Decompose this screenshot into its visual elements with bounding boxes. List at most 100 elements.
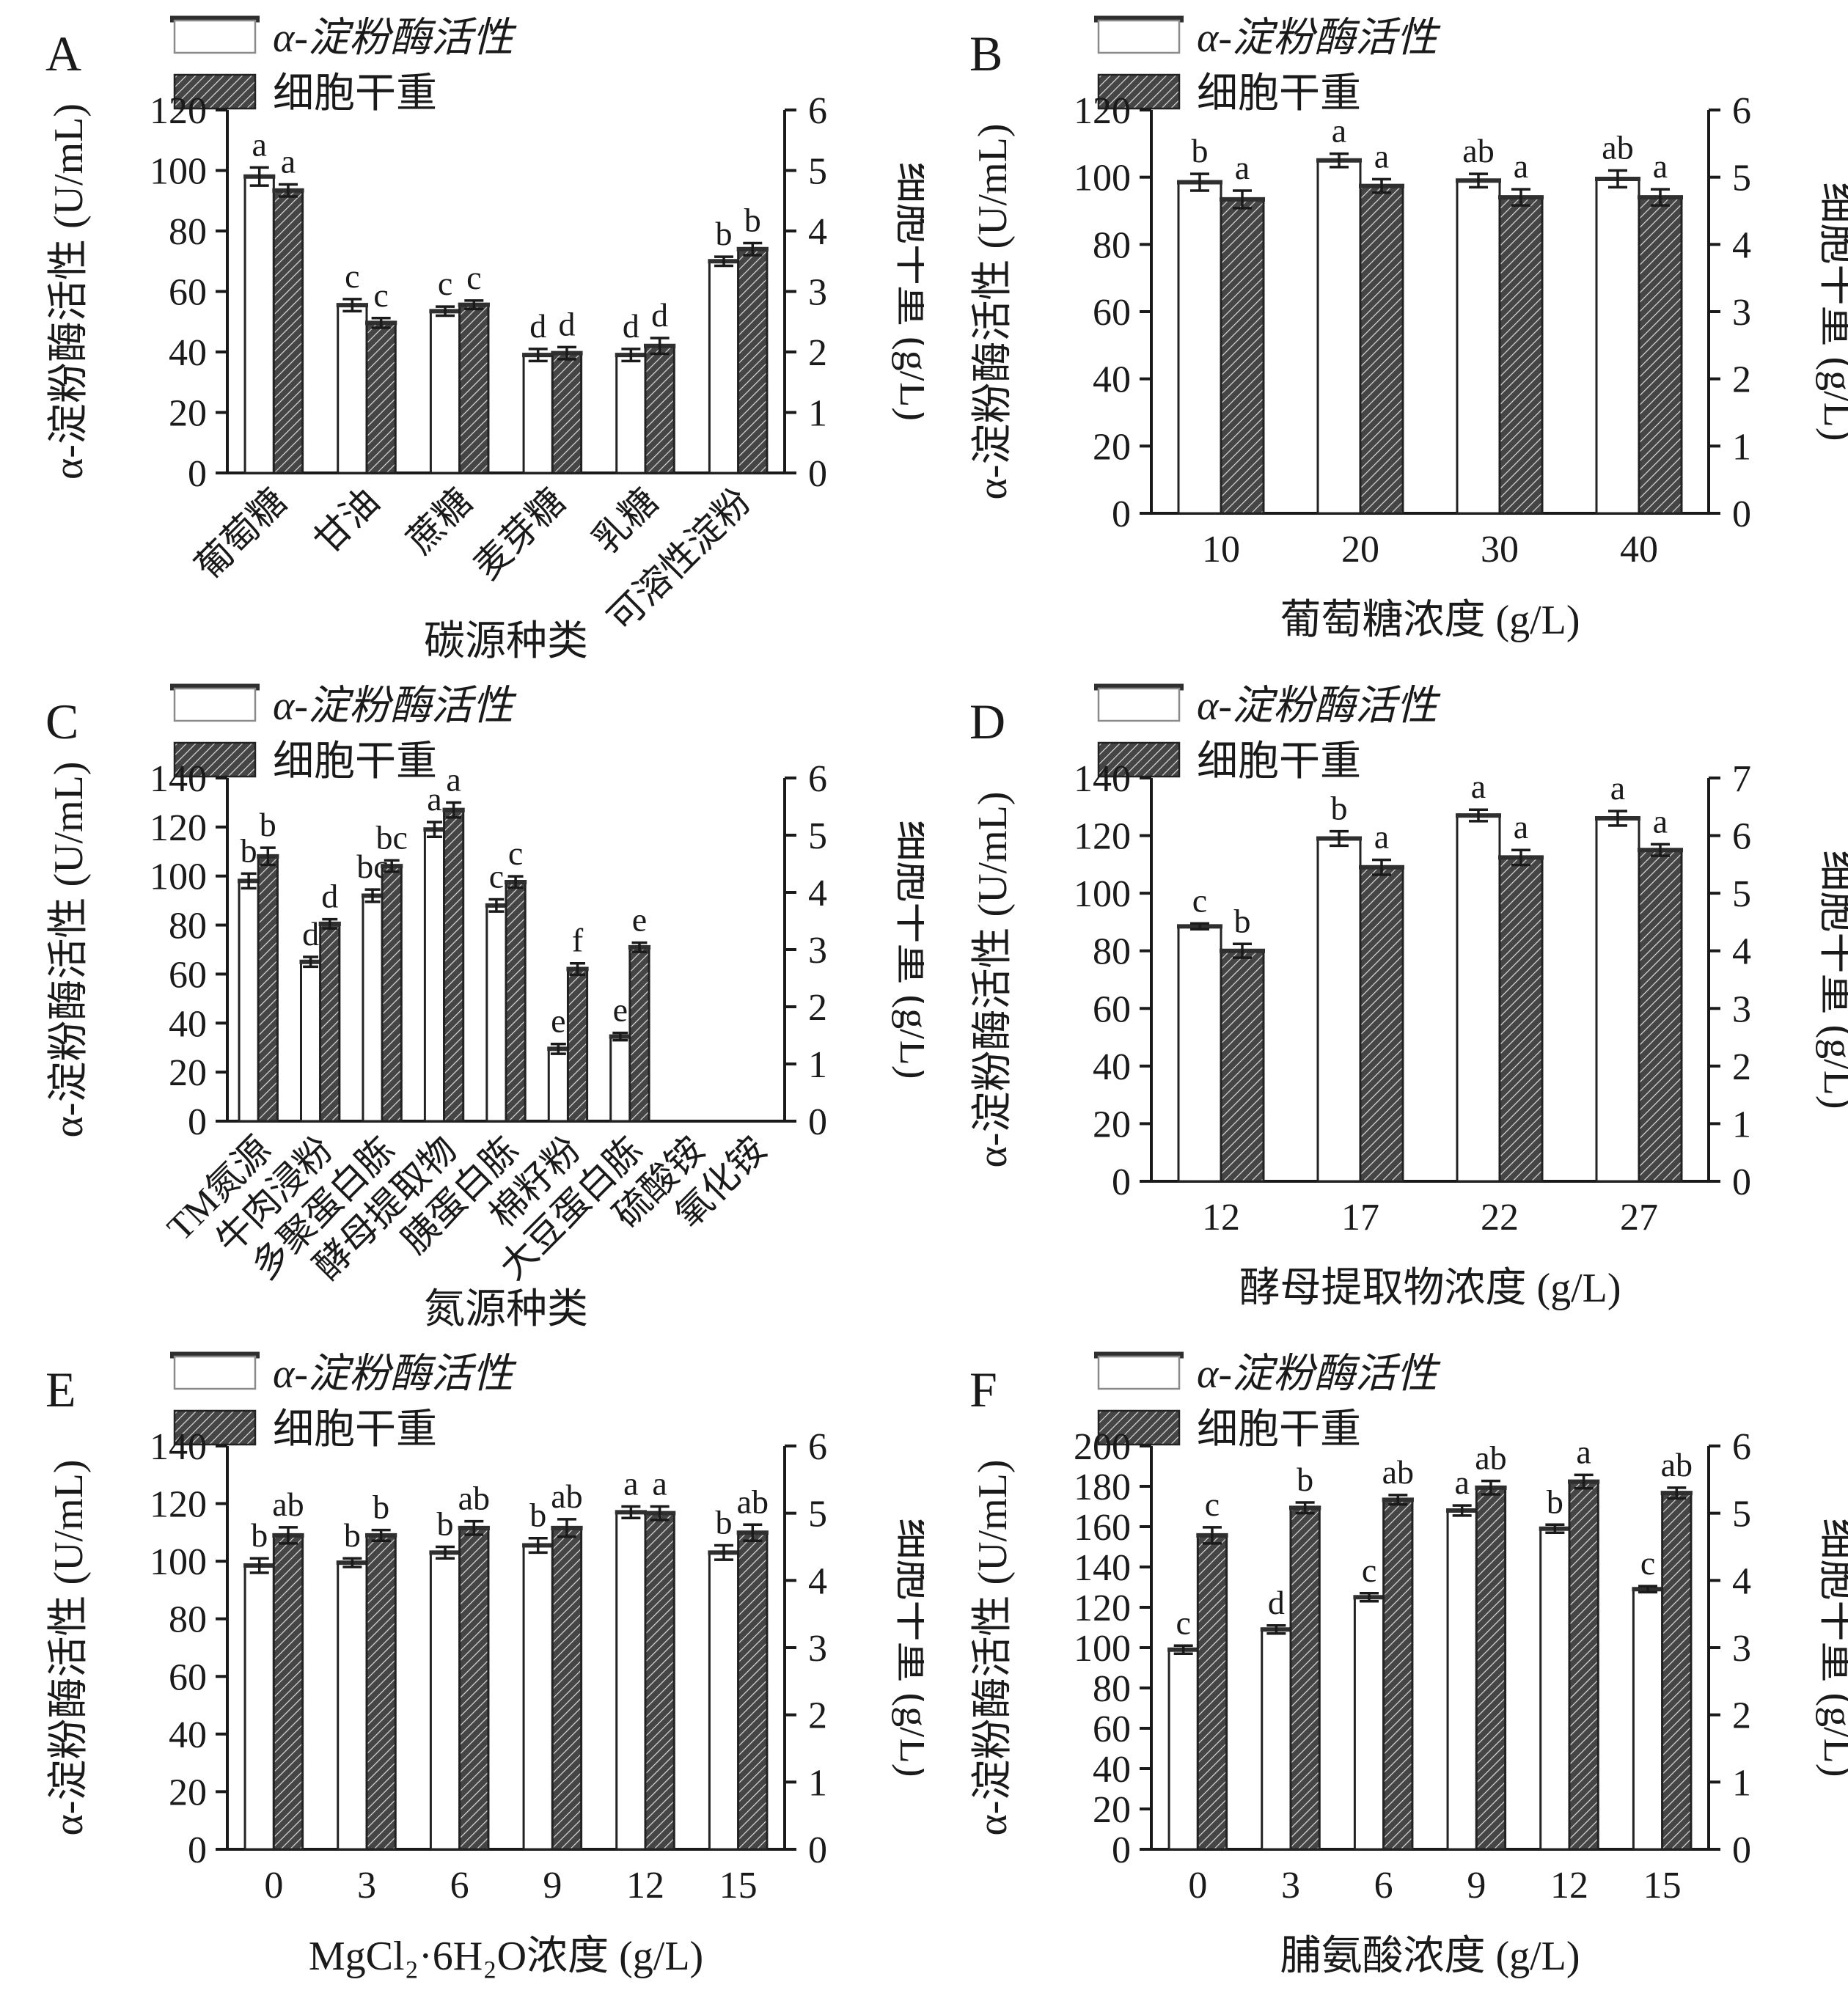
left-tick-label: 40 xyxy=(1093,359,1131,401)
significance-letter: b xyxy=(260,806,276,843)
x-axis-title: MgCl₂·6H₂O浓度 (g/L) xyxy=(309,1934,703,1979)
bar-activity xyxy=(1261,1628,1292,1851)
bar-activity xyxy=(547,1047,569,1123)
x-category-label: 12 xyxy=(1202,1197,1240,1238)
bar-activity xyxy=(1177,181,1222,515)
bar-dryweight xyxy=(628,946,650,1123)
bar-dryweight xyxy=(1359,185,1404,515)
legend-dryweight-swatch xyxy=(173,1409,257,1446)
bar-activity xyxy=(337,1561,368,1851)
significance-letter: ab xyxy=(458,1480,490,1517)
x-category-label: 蔗糖 xyxy=(399,480,480,561)
legend-activity-swatch xyxy=(173,19,257,54)
significance-letter: a xyxy=(281,142,296,180)
panel-letter: A xyxy=(45,26,81,81)
left-axis-title: α-淀粉酶活性 (U/mL) xyxy=(970,123,1016,499)
right-tick-label: 4 xyxy=(1732,1560,1751,1602)
right-tick-label: 5 xyxy=(1732,873,1751,915)
x-category-label: 15 xyxy=(1643,1865,1682,1906)
significance-letter: e xyxy=(613,991,628,1029)
significance-letter: ab xyxy=(1475,1439,1506,1477)
legend-dryweight-label: 细胞干重 xyxy=(1197,739,1361,785)
left-tick-label: 80 xyxy=(169,906,207,947)
significance-letter: b xyxy=(437,1505,454,1543)
right-tick-label: 6 xyxy=(1732,1426,1751,1468)
significance-letter: a xyxy=(446,761,461,799)
significance-letter: b xyxy=(1331,790,1348,827)
legend-dryweight-swatch xyxy=(173,741,257,778)
right-tick-label: 1 xyxy=(808,1762,827,1804)
bar-activity xyxy=(299,961,322,1123)
bar-activity xyxy=(429,309,461,474)
right-tick-label: 1 xyxy=(1732,1762,1751,1804)
left-tick-label: 140 xyxy=(1074,1547,1131,1589)
significance-letter: a xyxy=(1514,147,1528,185)
bar-dryweight xyxy=(1196,1534,1228,1851)
significance-letter: a xyxy=(652,1465,667,1502)
right-tick-label: 3 xyxy=(1732,1628,1751,1670)
significance-letter: a xyxy=(1454,1464,1469,1501)
right-tick-label: 0 xyxy=(808,453,827,495)
significance-letter: b xyxy=(716,215,733,252)
left-tick-label: 100 xyxy=(150,1541,207,1583)
panel-letter: B xyxy=(969,26,1002,81)
right-tick-label: 5 xyxy=(808,1494,827,1535)
legend-dryweight-swatch xyxy=(1097,741,1181,778)
right-tick-label: 3 xyxy=(808,1628,827,1670)
bar-dryweight xyxy=(737,248,769,474)
significance-letter: a xyxy=(252,125,266,163)
legend-dryweight-label: 细胞干重 xyxy=(273,1407,437,1453)
bar-dryweight xyxy=(272,189,304,474)
significance-letter: c xyxy=(438,265,452,302)
legend-activity-label: α-淀粉酶活性 xyxy=(1197,15,1441,61)
left-tick-label: 100 xyxy=(150,856,207,898)
right-tick-label: 2 xyxy=(808,987,827,1029)
left-tick-label: 40 xyxy=(1093,1046,1131,1088)
bar-dryweight xyxy=(644,1512,675,1851)
right-tick-label: 6 xyxy=(808,758,827,800)
legend-dryweight-swatch xyxy=(1097,73,1181,110)
right-tick-label: 4 xyxy=(1732,224,1751,266)
left-tick-label: 0 xyxy=(1112,1161,1131,1203)
left-tick-label: 40 xyxy=(169,332,207,374)
right-tick-label: 2 xyxy=(1732,359,1751,401)
left-tick-label: 20 xyxy=(169,393,207,435)
right-axis-title: 细胞干重 (g/L) xyxy=(891,820,924,1079)
right-axis-title: 细胞干重 (g/L) xyxy=(1815,182,1848,441)
significance-letter: ab xyxy=(272,1486,304,1523)
legend-dryweight-label: 细胞干重 xyxy=(1197,71,1361,117)
bar-activity xyxy=(1456,179,1501,515)
left-axis-title: α-淀粉酶活性 (U/mL) xyxy=(46,1459,92,1835)
left-tick-label: 120 xyxy=(150,1484,207,1526)
right-tick-label: 3 xyxy=(1732,292,1751,334)
bar-activity xyxy=(485,904,507,1123)
left-tick-label: 40 xyxy=(169,1003,207,1045)
bar-activity xyxy=(708,260,740,474)
significance-letter: b xyxy=(1297,1461,1313,1498)
x-category-label: 15 xyxy=(719,1865,758,1906)
x-category-label: 3 xyxy=(357,1865,376,1906)
x-category-label: 27 xyxy=(1620,1197,1658,1238)
bar-activity xyxy=(429,1551,461,1851)
right-axis-title: 细胞干重 (g/L) xyxy=(1815,1518,1848,1777)
right-tick-label: 4 xyxy=(1732,931,1751,973)
legend-activity-label: α-淀粉酶活性 xyxy=(1197,1351,1441,1397)
legend-activity-swatch xyxy=(1097,687,1181,722)
bar-activity xyxy=(615,353,647,474)
x-axis-title: 葡萄糖浓度 (g/L) xyxy=(1280,598,1580,643)
right-tick-label: 5 xyxy=(808,151,827,193)
significance-letter: e xyxy=(551,1002,565,1040)
significance-letter: d xyxy=(1268,1584,1285,1621)
bar-activity xyxy=(1167,1648,1199,1851)
legend-dryweight-swatch xyxy=(1097,1409,1181,1446)
right-tick-label: 0 xyxy=(1732,1161,1751,1203)
x-axis-title: 酵母提取物浓度 (g/L) xyxy=(1239,1266,1621,1311)
left-tick-label: 0 xyxy=(1112,1829,1131,1871)
bar-dryweight xyxy=(365,321,397,474)
